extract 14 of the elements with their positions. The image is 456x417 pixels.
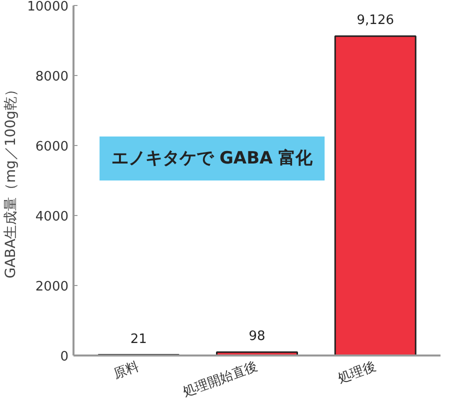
- y-tick-label: 0: [60, 350, 69, 364]
- y-tick-label: 8000: [35, 70, 69, 84]
- y-tick-label: 10000: [27, 0, 69, 14]
- data-label: 21: [130, 332, 147, 347]
- y-tick-label: 6000: [35, 140, 69, 154]
- annotation: エノキタケで GABA 富化: [112, 148, 314, 168]
- x-tick-label: 処理開始直後: [181, 359, 260, 400]
- y-tick-label: 2000: [35, 280, 69, 294]
- x-tick-label: 原料: [112, 359, 142, 382]
- x-tick-label: 処理後: [336, 359, 378, 387]
- data-label: 98: [248, 329, 266, 344]
- y-tick-label: 4000: [35, 210, 69, 224]
- data-label: 9,126: [356, 13, 394, 28]
- y-axis-title: GABA生成量（mg／100g乾）: [3, 82, 20, 278]
